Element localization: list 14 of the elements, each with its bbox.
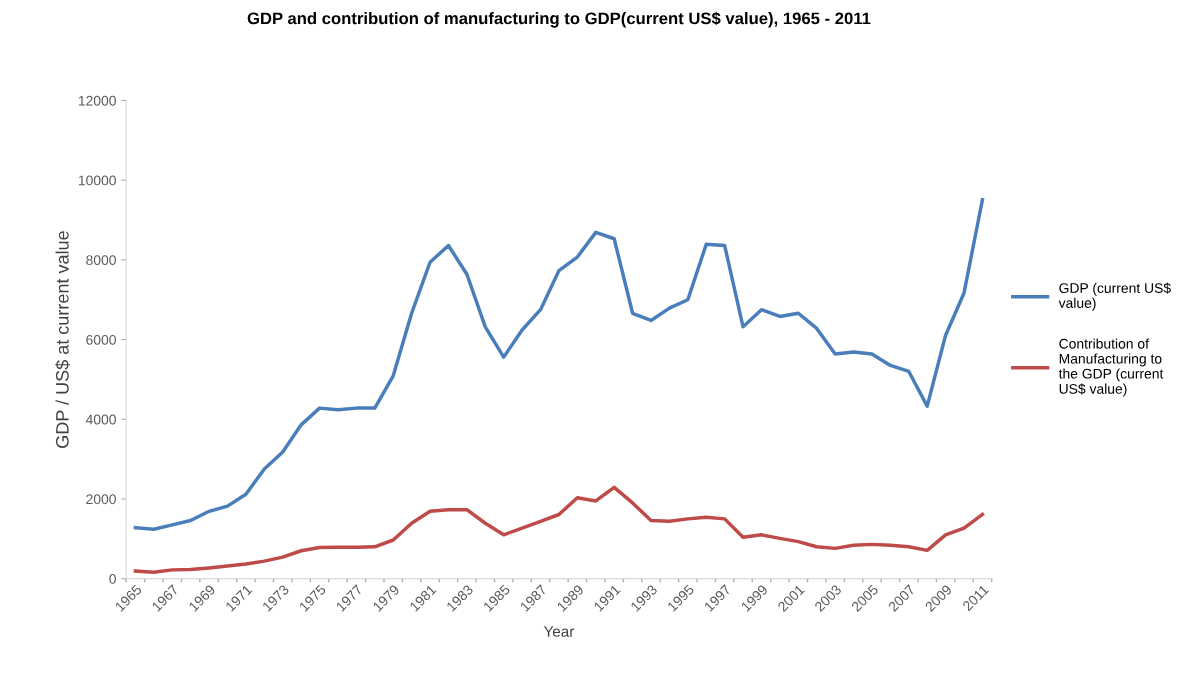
line-series bbox=[133, 197, 985, 531]
y-tick-label: 6000 bbox=[86, 334, 116, 345]
y-axis-title: GDP / US$ at current value bbox=[55, 231, 70, 448]
x-axis-title: Year bbox=[543, 626, 575, 637]
y-tick-label: 2000 bbox=[86, 494, 116, 505]
legend-label: Contribution of Manufacturing to the GDP (current US$ value) bbox=[1058, 338, 1164, 397]
y-tick-label: 0 bbox=[109, 573, 116, 584]
y-tick-label: 4000 bbox=[85, 414, 116, 425]
chart-title: GDP and contribution of manufacturing to GDP(current US$ value), 1965 - 2011 bbox=[247, 11, 871, 28]
legend-label: GDP (current US$ value) bbox=[1058, 282, 1171, 311]
line-series bbox=[133, 485, 985, 575]
y-tick-label: 12000 bbox=[78, 95, 116, 106]
y-tick-label: 10000 bbox=[78, 175, 116, 186]
y-tick-label: 8000 bbox=[86, 255, 116, 266]
